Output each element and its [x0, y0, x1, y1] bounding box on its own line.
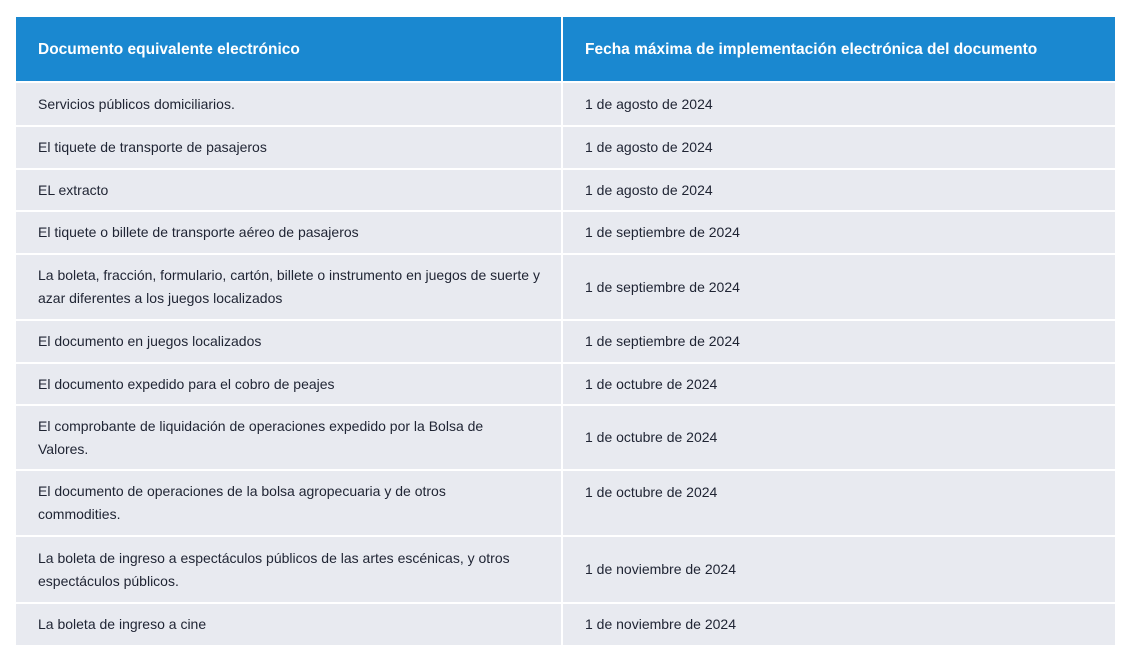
date-cell: 1 de noviembre de 2024 — [563, 604, 1115, 645]
date-cell: 1 de agosto de 2024 — [563, 170, 1115, 210]
date-cell: 1 de agosto de 2024 — [563, 127, 1115, 168]
date-cell: 1 de septiembre de 2024 — [563, 255, 1115, 319]
date-cell: 1 de septiembre de 2024 — [563, 321, 1115, 362]
document-cell: El documento en juegos localizados — [16, 321, 561, 362]
table-row: El documento expedido para el cobro de p… — [16, 364, 1115, 404]
table-row: La boleta de ingreso a espectáculos públ… — [16, 537, 1115, 602]
date-cell: 1 de octubre de 2024 — [563, 471, 1115, 535]
document-cell: El tiquete o billete de transporte aéreo… — [16, 212, 561, 253]
table-row: La boleta, fracción, formulario, cartón,… — [16, 255, 1115, 319]
date-cell: 1 de octubre de 2024 — [563, 364, 1115, 404]
document-cell: Servicios públicos domiciliarios. — [16, 83, 561, 125]
table-row: El tiquete o billete de transporte aéreo… — [16, 212, 1115, 253]
date-cell: 1 de noviembre de 2024 — [563, 537, 1115, 602]
table-header-row: Documento equivalente electrónico Fecha … — [16, 17, 1115, 81]
header-date: Fecha máxima de implementación electróni… — [563, 17, 1115, 81]
table-row: Servicios públicos domiciliarios. 1 de a… — [16, 83, 1115, 125]
table-row: EL extracto 1 de agosto de 2024 — [16, 170, 1115, 210]
table-row: El comprobante de liquidación de operaci… — [16, 406, 1115, 469]
table-row: El documento de operaciones de la bolsa … — [16, 471, 1115, 535]
implementation-dates-table: Documento equivalente electrónico Fecha … — [16, 17, 1115, 647]
document-cell: EL extracto — [16, 170, 561, 210]
document-cell: La boleta, fracción, formulario, cartón,… — [16, 255, 561, 319]
header-document: Documento equivalente electrónico — [16, 17, 561, 81]
document-cell: El documento de operaciones de la bolsa … — [16, 471, 561, 535]
date-cell: 1 de agosto de 2024 — [563, 83, 1115, 125]
table-row: El documento en juegos localizados 1 de … — [16, 321, 1115, 362]
table-row: La boleta de ingreso a cine 1 de noviemb… — [16, 604, 1115, 645]
date-cell: 1 de octubre de 2024 — [563, 406, 1115, 469]
document-cell: El tiquete de transporte de pasajeros — [16, 127, 561, 168]
document-cell: El comprobante de liquidación de operaci… — [16, 406, 561, 469]
document-cell: La boleta de ingreso a cine — [16, 604, 561, 645]
table-row: El tiquete de transporte de pasajeros 1 … — [16, 127, 1115, 168]
date-cell: 1 de septiembre de 2024 — [563, 212, 1115, 253]
document-cell: La boleta de ingreso a espectáculos públ… — [16, 537, 561, 602]
document-cell: El documento expedido para el cobro de p… — [16, 364, 561, 404]
